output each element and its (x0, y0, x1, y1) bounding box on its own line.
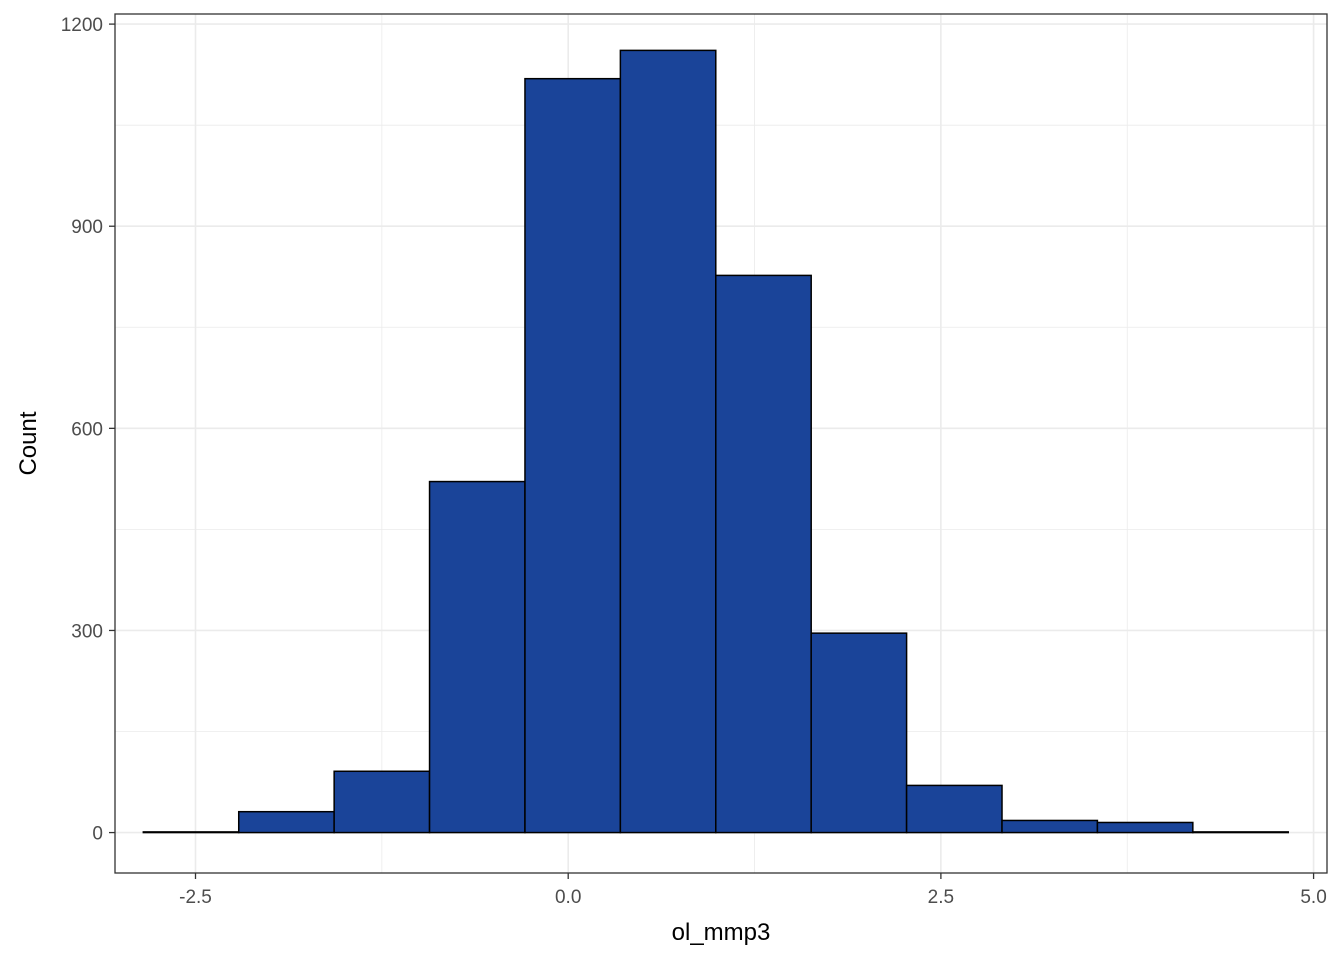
histogram-bar-6 (715, 274, 812, 834)
y-tick-label: 600 (71, 419, 103, 440)
x-axis-title: ol_mmp3 (672, 919, 771, 946)
y-axis: 0 300 600 900 1200 (61, 15, 115, 845)
histogram-bar-11 (1192, 831, 1289, 834)
x-tick-label: 0.0 (555, 887, 581, 908)
histogram-bar-3 (428, 480, 526, 834)
x-tick-label: 2.5 (928, 887, 954, 908)
histogram-bar-10 (1096, 821, 1194, 834)
histogram-bar-5 (619, 49, 717, 834)
y-tick-label: 1200 (61, 15, 103, 36)
panel-border (114, 13, 1328, 874)
histogram-bar-9 (1001, 819, 1099, 834)
histogram-bar-2 (333, 770, 431, 834)
histogram-bar-1 (237, 810, 335, 834)
histogram-bar-7 (810, 632, 908, 834)
y-axis-title: Count (15, 411, 42, 475)
x-axis: -2.5 0.0 2.5 5.0 (179, 873, 1327, 908)
y-tick-label: 900 (71, 217, 103, 238)
histogram-bar-4 (524, 77, 622, 834)
histogram-bar-8 (905, 784, 1003, 834)
histogram-bars (142, 49, 1289, 834)
x-tick-label: -2.5 (179, 887, 212, 908)
x-tick-label: 5.0 (1300, 887, 1326, 908)
y-tick-label: 300 (71, 621, 103, 642)
y-tick-label: 0 (92, 824, 103, 845)
histogram-bar-0 (142, 831, 240, 834)
